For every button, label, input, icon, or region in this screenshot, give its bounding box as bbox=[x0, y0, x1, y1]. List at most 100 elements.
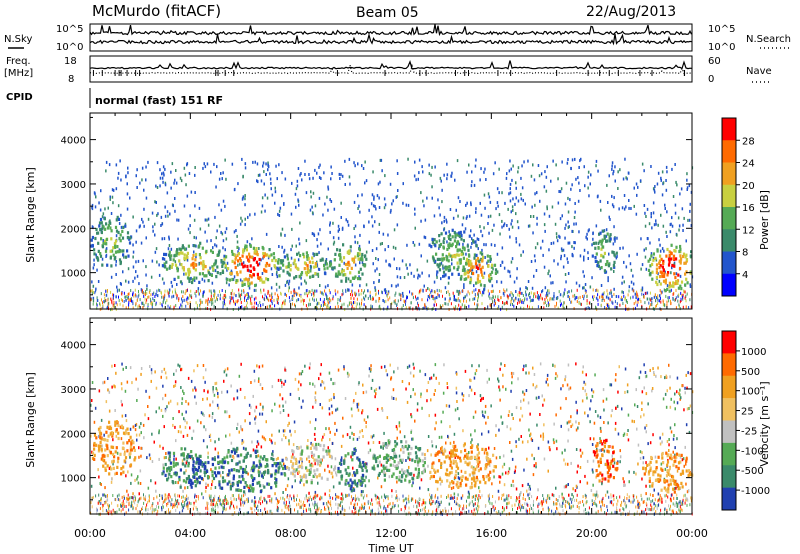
clutter-cell bbox=[296, 293, 297, 297]
clutter-cell bbox=[246, 304, 247, 308]
echo-cell bbox=[650, 215, 652, 219]
echo-cell bbox=[138, 492, 140, 496]
y-tick-label: 3000 bbox=[61, 180, 86, 191]
echo-cell bbox=[521, 291, 523, 295]
echo-region-cell bbox=[603, 251, 606, 255]
echo-cell bbox=[676, 390, 678, 394]
echo-cell bbox=[92, 226, 94, 230]
echo-cell bbox=[527, 401, 530, 405]
echo-cell bbox=[534, 386, 537, 390]
clutter-cell bbox=[176, 294, 178, 298]
echo-region-cell bbox=[233, 261, 236, 265]
echo-region-cell bbox=[660, 257, 663, 261]
echo-cell bbox=[579, 189, 581, 192]
echo-region-cell bbox=[441, 253, 444, 257]
echo-cell bbox=[592, 470, 594, 474]
echo-cell bbox=[587, 251, 589, 255]
echo-cell bbox=[647, 402, 649, 406]
echo-cell bbox=[297, 387, 300, 391]
clutter-cell bbox=[575, 295, 577, 299]
echo-region-cell bbox=[443, 274, 446, 278]
echo-cell bbox=[357, 207, 359, 210]
echo-region-cell bbox=[647, 259, 650, 263]
clutter-cell bbox=[96, 303, 98, 307]
echo-cell bbox=[636, 405, 639, 408]
echo-cell bbox=[679, 192, 681, 196]
clutter-cell bbox=[111, 501, 113, 505]
echo-cell bbox=[580, 157, 582, 161]
echo-region-cell bbox=[250, 255, 254, 259]
echo-cell bbox=[652, 201, 655, 205]
clutter-cell bbox=[651, 301, 653, 304]
echo-cell bbox=[607, 296, 610, 300]
clutter-cell bbox=[249, 295, 251, 299]
echo-region-cell bbox=[662, 268, 665, 272]
echo-region-cell bbox=[476, 277, 479, 281]
echo-region-cell bbox=[338, 248, 341, 252]
echo-cell bbox=[509, 235, 511, 239]
clutter-cell bbox=[181, 290, 182, 294]
clutter-cell bbox=[400, 294, 402, 298]
clutter-cell bbox=[300, 295, 302, 299]
echo-cell bbox=[187, 402, 190, 406]
clutter-cell bbox=[430, 290, 432, 294]
echo-region-cell bbox=[462, 239, 465, 243]
clutter-cell bbox=[492, 294, 494, 298]
echo-region-cell bbox=[194, 268, 197, 272]
echo-region-cell bbox=[122, 225, 125, 229]
echo-cell bbox=[236, 396, 239, 400]
echo-cell bbox=[647, 237, 649, 241]
clutter-cell bbox=[556, 303, 557, 307]
echo-cell bbox=[669, 405, 672, 409]
clutter-cell bbox=[94, 291, 96, 295]
echo-cell bbox=[343, 261, 345, 265]
clutter-cell bbox=[680, 297, 682, 301]
echo-cell bbox=[93, 420, 96, 424]
echo-cell bbox=[519, 418, 521, 422]
echo-region-cell bbox=[682, 252, 686, 256]
echo-cell bbox=[311, 205, 313, 209]
echo-cell bbox=[308, 460, 311, 463]
echo-cell bbox=[114, 409, 116, 412]
echo-region-cell bbox=[654, 256, 657, 261]
echo-region-cell bbox=[679, 244, 682, 249]
clutter-cell bbox=[632, 289, 634, 293]
clutter-cell bbox=[353, 301, 354, 304]
echo-region-cell bbox=[610, 267, 613, 271]
freq-tick-8: 8 bbox=[68, 74, 74, 85]
clutter-cell bbox=[212, 297, 214, 301]
echo-region-cell bbox=[293, 276, 296, 280]
echo-cell bbox=[459, 200, 461, 203]
clutter-cell bbox=[238, 496, 240, 500]
echo-cell bbox=[621, 206, 624, 210]
echo-region-cell bbox=[465, 257, 469, 261]
echo-cell bbox=[653, 373, 655, 376]
echo-cell bbox=[356, 481, 359, 485]
echo-cell bbox=[318, 165, 320, 169]
echo-region-cell bbox=[448, 233, 452, 237]
echo-cell bbox=[522, 198, 524, 202]
echo-region-cell bbox=[467, 271, 470, 275]
echo-cell bbox=[297, 258, 300, 262]
echo-region-cell bbox=[211, 250, 214, 254]
clutter-cell bbox=[511, 297, 513, 301]
clutter-cell bbox=[277, 509, 279, 513]
echo-region-cell bbox=[438, 257, 441, 261]
echo-cell bbox=[335, 495, 338, 499]
clutter-cell bbox=[474, 302, 475, 306]
echo-cell bbox=[353, 227, 355, 230]
clutter-cell bbox=[330, 298, 332, 302]
echo-region-cell bbox=[97, 231, 100, 235]
echo-cell bbox=[264, 209, 266, 213]
echo-region-cell bbox=[173, 277, 176, 281]
echo-cell bbox=[674, 446, 676, 450]
echo-region-cell bbox=[243, 282, 246, 286]
echo-cell bbox=[384, 365, 386, 369]
echo-cell bbox=[545, 175, 548, 179]
echo-cell bbox=[177, 363, 179, 367]
echo-cell bbox=[595, 159, 598, 163]
echo-cell bbox=[275, 282, 278, 286]
clutter-cell bbox=[249, 301, 251, 305]
echo-cell bbox=[109, 195, 111, 199]
clutter-cell bbox=[607, 306, 609, 310]
